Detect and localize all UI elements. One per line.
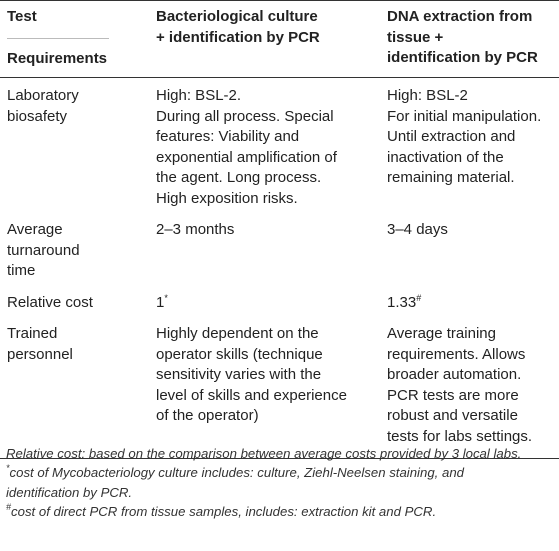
cell-line: robust and versatile: [387, 407, 518, 424]
header-col2: Bacteriological culture + identification…: [151, 0, 384, 78]
cell-line: 3–4 days: [387, 221, 448, 238]
cell-line: sensitivity varies with the: [156, 366, 322, 383]
row-label-cell: Relative cost: [0, 293, 151, 325]
cell-line: Average training: [387, 325, 496, 342]
table-cell: 1.33#: [384, 293, 559, 325]
header-test-label: Test: [7, 8, 37, 25]
cell-line: tests for labs settings.: [387, 427, 533, 445]
row-label-line: Trained: [7, 325, 58, 342]
cell-line: High: BSL-2: [387, 87, 468, 104]
table-cell: High: BSL-2. During all process. Special…: [151, 77, 384, 220]
comparison-table: Test Requirements Bacteriological cultur…: [0, 0, 559, 459]
row-label-cell: Laboratory biosafety: [0, 77, 151, 220]
row-label-line: turnaround: [7, 241, 80, 259]
header-col2-line2: + identification by PCR: [156, 28, 320, 46]
cell-line: Until extraction and: [387, 128, 516, 145]
cost-value: 1: [156, 293, 165, 311]
table-footnotes: Relative cost: based on the comparison b…: [6, 444, 554, 522]
header-col3-line2: tissue +: [387, 28, 444, 46]
table-cell: 2–3 months: [151, 220, 384, 293]
footnote-marker: #: [416, 292, 422, 303]
row-label-line: personnel: [7, 345, 73, 363]
cell-line: requirements. Allows: [387, 345, 526, 363]
cell-line: 2–3 months: [156, 221, 235, 238]
cell-line: High: BSL-2.: [156, 87, 242, 104]
table-row: Relative cost 1* 1.33#: [0, 293, 559, 325]
row-label-line: time: [7, 262, 36, 279]
header-requirements-label: Requirements: [7, 49, 108, 67]
row-label-cell: Average turnaround time: [0, 220, 151, 293]
footnote-text: cost of Mycobacteriology culture include…: [9, 465, 464, 481]
cell-line: inactivation of the: [387, 148, 504, 166]
row-label-cell: Trained personnel: [0, 324, 151, 459]
footnote-marker: #: [6, 502, 12, 513]
cell-line: Highly dependent on the: [156, 325, 319, 342]
cell-line: remaining material.: [387, 169, 515, 186]
cell-line: During all process. Special: [156, 107, 334, 125]
row-label-line: Average: [7, 221, 63, 238]
header-col2-line1: Bacteriological culture: [156, 8, 318, 25]
header-col3-line3: identification by PCR: [387, 49, 538, 66]
footnote-relative-cost: Relative cost: based on the comparison b…: [6, 446, 522, 461]
footnote-culture-cost: *cost of Mycobacteriology culture includ…: [6, 463, 554, 482]
header-col3-line1: DNA extraction from: [387, 8, 533, 25]
cell-line: PCR tests are more: [387, 386, 519, 404]
footnote-pcr-cost: #cost of direct PCR from tissue samples,…: [6, 502, 554, 521]
header-divider: [7, 37, 109, 39]
table-row: Trained personnel Highly dependent on th…: [0, 324, 559, 459]
header-row: Test Requirements Bacteriological cultur…: [0, 0, 559, 78]
table-cell: 3–4 days: [384, 220, 559, 293]
cell-line: features: Viability and: [156, 128, 300, 145]
table-cell: Highly dependent on the operator skills …: [151, 324, 384, 459]
cell-line: the agent. Long process.: [156, 169, 322, 186]
footnote-marker: *: [6, 463, 10, 474]
cell-line: exponential amplification of: [156, 148, 337, 166]
table-cell: Average training requirements. Allows br…: [384, 324, 559, 459]
footnote-marker: *: [164, 292, 168, 303]
cell-line: level of skills and experience: [156, 386, 347, 404]
cell-line: High exposition risks.: [156, 189, 298, 207]
cell-line: For initial manipulation.: [387, 107, 542, 125]
table-cell: High: BSL-2 For initial manipulation. Un…: [384, 77, 559, 220]
table-row: Laboratory biosafety High: BSL-2. During…: [0, 77, 559, 220]
cell-line: of the operator): [156, 407, 259, 424]
cost-value: 1.33: [387, 293, 417, 311]
table-row: Average turnaround time 2–3 months 3–4 d…: [0, 220, 559, 293]
cell-line: operator skills (technique: [156, 345, 323, 363]
row-label-line: Relative cost: [7, 293, 93, 311]
row-label-line: Laboratory: [7, 87, 79, 104]
row-label-line: biosafety: [7, 107, 68, 125]
header-col3: DNA extraction from tissue + identificat…: [384, 0, 559, 78]
header-test-cell: Test Requirements: [0, 0, 151, 78]
cell-line: broader automation.: [387, 366, 522, 383]
table-cell: 1*: [151, 293, 384, 325]
footnote-culture-cost-cont: identification by PCR.: [6, 484, 133, 500]
footnote-text: cost of direct PCR from tissue samples, …: [11, 504, 437, 520]
